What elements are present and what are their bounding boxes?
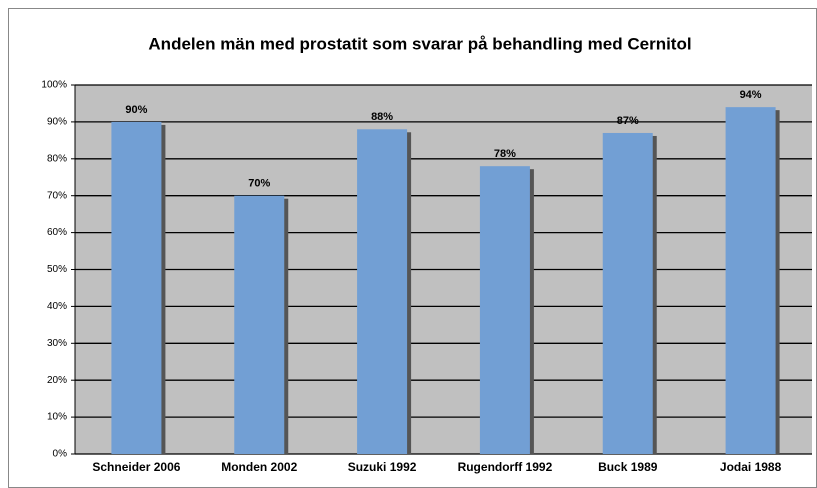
bar	[602, 132, 653, 454]
data-label: 88%	[371, 111, 393, 123]
data-label: 78%	[494, 148, 516, 160]
bar	[725, 107, 776, 454]
y-tick-label: 0%	[53, 449, 68, 460]
y-tick-label: 70%	[47, 190, 67, 201]
x-tick-label: Suzuki 1992	[348, 460, 417, 474]
x-tick-label: Monden 2002	[221, 460, 297, 474]
y-tick-label: 30%	[47, 338, 67, 349]
y-tick-label: 60%	[47, 227, 67, 238]
y-tick-label: 10%	[47, 412, 67, 423]
data-label: 94%	[740, 89, 762, 101]
y-tick-label: 50%	[47, 264, 67, 275]
y-tick-label: 80%	[47, 153, 67, 164]
data-label: 70%	[248, 178, 270, 190]
x-tick-label: Buck 1989	[598, 460, 658, 474]
x-tick-label: Rugendorff 1992	[458, 460, 553, 474]
bar	[357, 129, 408, 454]
data-label: 90%	[125, 104, 147, 116]
bar	[479, 166, 530, 454]
y-tick-label: 20%	[47, 375, 67, 386]
data-label: 87%	[617, 115, 639, 127]
y-tick-label: 90%	[47, 117, 67, 128]
bar	[111, 121, 162, 455]
x-tick-label: Schneider 2006	[92, 460, 180, 474]
x-tick-label: Jodai 1988	[720, 460, 782, 474]
y-tick-label: 40%	[47, 301, 67, 312]
y-tick-label: 100%	[41, 80, 67, 91]
bar	[234, 195, 285, 454]
chart-title: Andelen män med prostatit som svarar på …	[148, 34, 691, 53]
